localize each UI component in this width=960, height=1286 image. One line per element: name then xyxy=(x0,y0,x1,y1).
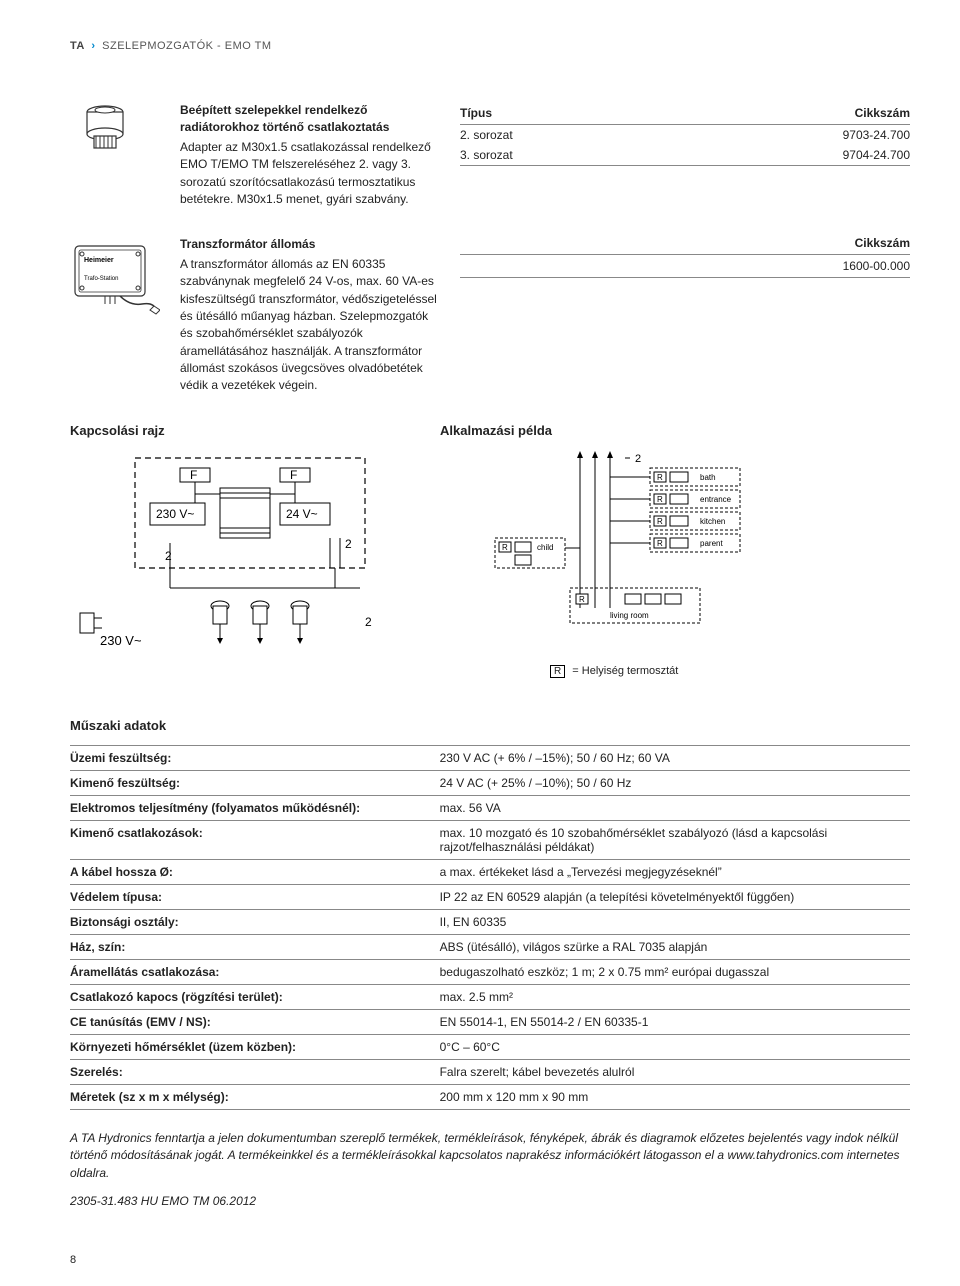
svg-text:24 V~: 24 V~ xyxy=(286,507,318,521)
diagram-titles: Kapcsolási rajz Alkalmazási példa xyxy=(70,423,910,438)
disclaimer-text: A TA Hydronics fenntartja a jelen dokume… xyxy=(70,1130,910,1182)
section-adapter: Beépített szelepekkel rendelkező radiáto… xyxy=(70,102,910,208)
app-legend: R = Helyiség termosztát xyxy=(550,665,678,678)
cikk-val: 1600-00.000 xyxy=(460,259,910,278)
page-number: 8 xyxy=(70,1254,76,1266)
th-code: Cikkszám xyxy=(657,102,910,125)
adapter-icon xyxy=(70,102,160,208)
diagrams-row: F F 230 V~ 24 V~ 2 2 xyxy=(70,448,910,678)
table-row: CE tanúsítás (EMV / NS):EN 55014-1, EN 5… xyxy=(70,1009,910,1034)
svg-text:2: 2 xyxy=(365,615,372,629)
svg-text:R: R xyxy=(657,473,663,482)
table-row: Védelem típusa:IP 22 az EN 60529 alapján… xyxy=(70,884,910,909)
svg-text:230 V~: 230 V~ xyxy=(156,507,194,521)
table-row: 3. sorozat 9704-24.700 xyxy=(460,145,910,166)
tech-title: Műszaki adatok xyxy=(70,718,910,733)
table-row: Biztonsági osztály:II, EN 60335 xyxy=(70,909,910,934)
svg-text:R: R xyxy=(502,543,508,552)
svg-text:child: child xyxy=(537,543,553,552)
r-box-icon: R xyxy=(550,665,565,678)
svg-text:living room: living room xyxy=(610,611,649,620)
svg-text:kitchen: kitchen xyxy=(700,517,725,526)
app-title: Alkalmazási példa xyxy=(440,423,552,438)
table-row: Kimenő csatlakozások:max. 10 mozgató és … xyxy=(70,820,910,859)
svg-text:2: 2 xyxy=(635,453,641,465)
cikk-head: Cikkszám xyxy=(460,236,910,255)
svg-text:F: F xyxy=(190,468,197,482)
section1-title: Beépített szelepekkel rendelkező radiáto… xyxy=(180,102,440,137)
table-row: Csatlakozó kapocs (rögzítési terület):ma… xyxy=(70,984,910,1009)
page-header: TA › SZELEPMOZGATÓK - EMO TM xyxy=(70,40,910,52)
table-row: Üzemi feszültség:230 V AC (+ 6% / –15%);… xyxy=(70,745,910,770)
chevron-icon: › xyxy=(91,40,95,52)
svg-text:R: R xyxy=(657,539,663,548)
svg-text:R: R xyxy=(579,595,585,604)
document-code: 2305-31.483 HU EMO TM 06.2012 xyxy=(70,1194,910,1208)
table-row: Környezeti hőmérséklet (üzem közben):0°C… xyxy=(70,1034,910,1059)
svg-text:entrance: entrance xyxy=(700,495,732,504)
tech-table: Üzemi feszültség:230 V AC (+ 6% / –15%);… xyxy=(70,745,910,1110)
table-row: Méretek (sz x m x mélység):200 mm x 120 … xyxy=(70,1084,910,1109)
trafo-brand-text: Heimeier xyxy=(84,257,114,264)
th-type: Típus xyxy=(460,102,657,125)
svg-text:R: R xyxy=(657,495,663,504)
brand-label: TA xyxy=(70,40,85,52)
table-row: Szerelés:Falra szerelt; kábel bevezetés … xyxy=(70,1059,910,1084)
trafo-icon: Heimeier Trafo-Station xyxy=(70,236,160,395)
section1-body: Adapter az M30x1.5 csatlakozással rendel… xyxy=(180,139,440,209)
header-trail: SZELEPMOZGATÓK - EMO TM xyxy=(102,40,271,52)
svg-text:2: 2 xyxy=(345,537,352,551)
section2-title: Transzformátor állomás xyxy=(180,236,440,253)
svg-text:R: R xyxy=(657,517,663,526)
type-table: Típus Cikkszám 2. sorozat 9703-24.700 3.… xyxy=(460,102,910,166)
cikk-block: Cikkszám 1600-00.000 xyxy=(460,236,910,278)
table-row: Kimenő feszültség:24 V AC (+ 25% / –10%)… xyxy=(70,770,910,795)
svg-text:parent: parent xyxy=(700,539,723,548)
table-row: Ház, szín:ABS (ütésálló), világos szürke… xyxy=(70,934,910,959)
application-example: 2 R bath R entrance R xyxy=(480,448,790,678)
table-row: A kábel hossza Ø:a max. értékeket lásd a… xyxy=(70,859,910,884)
table-row: 2. sorozat 9703-24.700 xyxy=(460,125,910,146)
svg-text:bath: bath xyxy=(700,473,716,482)
wiring-diagram: F F 230 V~ 24 V~ 2 2 xyxy=(70,448,440,658)
section-trafo: Heimeier Trafo-Station Transzformátor ál… xyxy=(70,236,910,395)
section2-body: A transzformátor állomás az EN 60335 sza… xyxy=(180,256,440,395)
trafo-sub-text: Trafo-Station xyxy=(84,276,118,282)
table-row: Elektromos teljesítmény (folyamatos műkö… xyxy=(70,795,910,820)
svg-text:2: 2 xyxy=(165,549,172,563)
svg-text:230 V~: 230 V~ xyxy=(100,633,142,648)
wiring-title: Kapcsolási rajz xyxy=(70,423,440,438)
table-row: Áramellátás csatlakozása:bedugaszolható … xyxy=(70,959,910,984)
svg-text:F: F xyxy=(290,468,297,482)
